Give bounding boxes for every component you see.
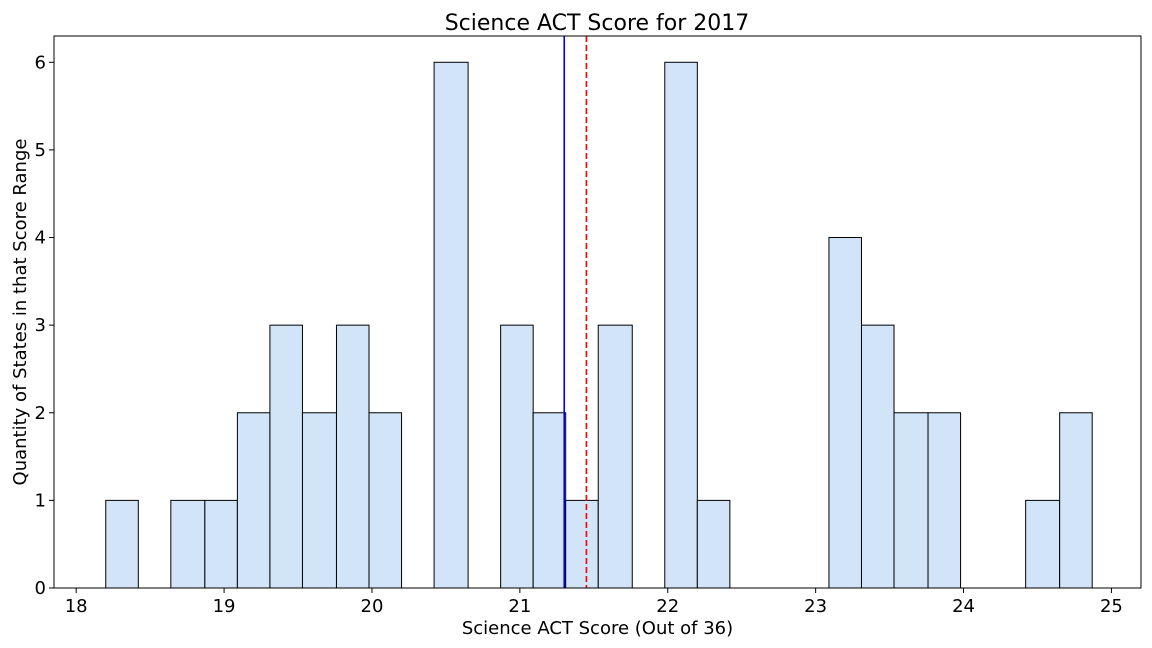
histogram-bar xyxy=(532,412,567,589)
histogram-bar xyxy=(565,499,599,589)
y-tick-label: 6 xyxy=(35,52,46,73)
x-tick-label: 22 xyxy=(656,596,679,617)
histogram-bar xyxy=(236,412,271,589)
plot-area-frame xyxy=(53,35,1142,589)
y-tick-label: 2 xyxy=(35,403,46,424)
histogram-bar xyxy=(860,324,895,589)
histogram-bar xyxy=(597,324,633,589)
histogram-bar xyxy=(500,324,534,589)
histogram-bar xyxy=(335,324,370,589)
x-tick-label: 24 xyxy=(952,596,975,617)
x-tick-label: 19 xyxy=(213,596,236,617)
y-tick-label: 3 xyxy=(35,315,46,336)
histogram-bar xyxy=(664,61,698,589)
histogram-bar xyxy=(105,499,139,589)
y-axis-ticks: 0 1 2 3 4 5 6 xyxy=(35,52,54,599)
histogram-bar xyxy=(893,412,929,589)
y-tick-label: 0 xyxy=(35,578,46,599)
histogram-bar xyxy=(269,324,303,589)
histogram-bar xyxy=(204,499,238,589)
histogram-bar xyxy=(301,412,337,589)
histogram-bar xyxy=(433,61,469,589)
y-tick-label: 1 xyxy=(35,490,46,511)
reference-lines xyxy=(563,36,588,588)
x-axis-ticks: 18 19 20 21 22 23 24 25 xyxy=(65,588,1123,617)
histogram-bar xyxy=(927,412,962,589)
bars-group xyxy=(105,61,1093,589)
y-tick-label: 4 xyxy=(35,228,46,249)
x-axis-title: Science ACT Score (Out of 36) xyxy=(462,618,733,639)
x-tick-label: 25 xyxy=(1100,596,1123,617)
x-tick-label: 21 xyxy=(508,596,531,617)
histogram-bar xyxy=(828,237,862,589)
histogram-bar xyxy=(1025,499,1061,589)
histogram-bar xyxy=(696,499,731,589)
y-tick-label: 5 xyxy=(35,140,46,161)
histogram-bar xyxy=(1059,412,1093,589)
x-tick-label: 20 xyxy=(361,596,384,617)
y-axis-title: Quantity of States in that Score Range xyxy=(10,139,31,486)
histogram-bar xyxy=(368,412,403,589)
x-tick-label: 18 xyxy=(65,596,88,617)
chart-title: Science ACT Score for 2017 xyxy=(445,11,750,36)
x-tick-label: 23 xyxy=(804,596,827,617)
histogram-bar xyxy=(170,499,206,589)
